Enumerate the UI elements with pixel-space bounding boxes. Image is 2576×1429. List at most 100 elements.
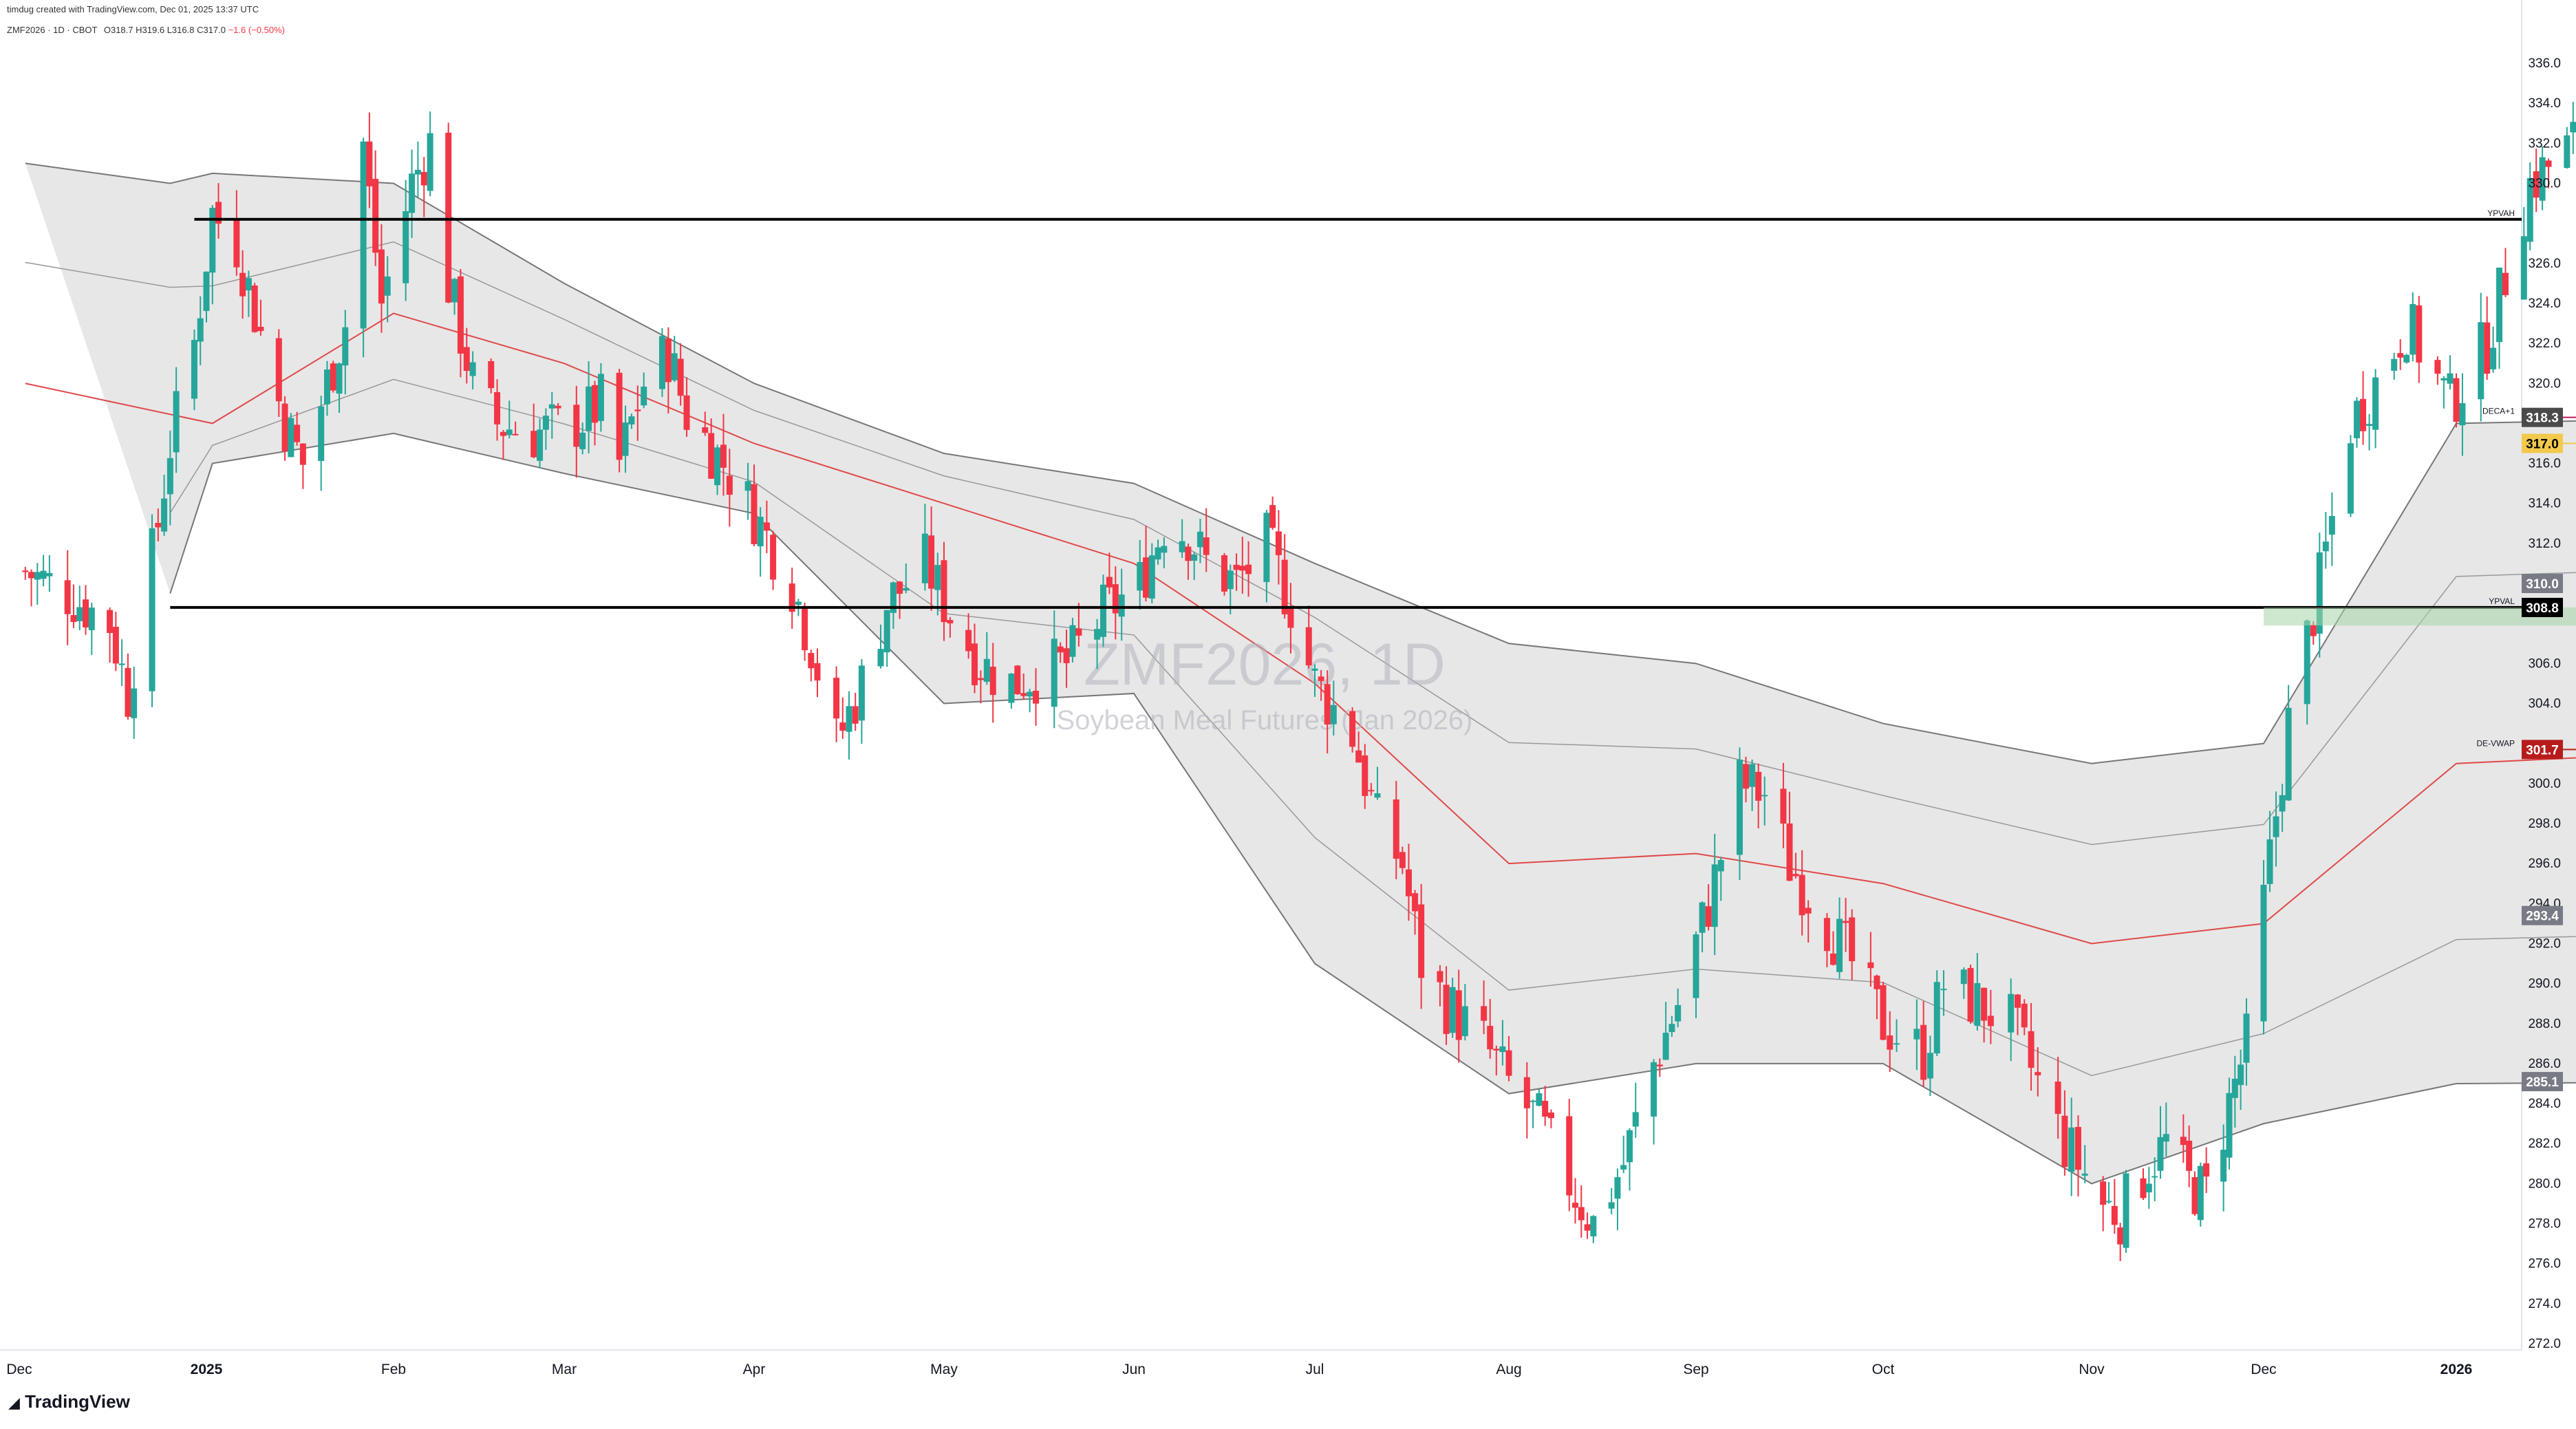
candle xyxy=(616,369,623,473)
candle-body xyxy=(2520,236,2527,300)
candle-body xyxy=(714,447,721,486)
candle-body xyxy=(445,132,452,303)
candle-body xyxy=(34,572,41,580)
candle-body xyxy=(2054,1082,2061,1114)
candle xyxy=(1399,846,1406,874)
candle-body xyxy=(22,570,29,572)
candle-body xyxy=(852,706,859,724)
candle-body xyxy=(1792,874,1799,877)
candle-body xyxy=(1974,982,1981,1026)
candle-body xyxy=(555,405,561,409)
candle xyxy=(384,256,391,323)
y-tick-label: 296.0 xyxy=(2528,857,2561,871)
candle xyxy=(890,581,897,629)
ohlc-bar: ZMF2026 · 1D · CBOT O318.7 H319.6 L316.8… xyxy=(7,25,285,35)
candle xyxy=(330,361,336,393)
candle-body xyxy=(530,431,537,458)
candle-body xyxy=(1967,967,1974,1022)
y-tick-label: 334.0 xyxy=(2528,96,2561,111)
candle xyxy=(757,507,764,577)
candle xyxy=(1736,747,1743,881)
candle-body xyxy=(1693,934,1699,998)
candle xyxy=(983,632,990,685)
tradingview-logo[interactable]: ◢ TradingView xyxy=(8,1391,130,1412)
candle-body xyxy=(972,643,978,685)
candle-body xyxy=(288,418,294,458)
candle-body xyxy=(161,498,168,532)
candle-body xyxy=(1843,921,1849,923)
candle xyxy=(1632,1082,1639,1138)
envelope-lower-line xyxy=(169,432,2576,1185)
candle xyxy=(1584,1212,1591,1239)
candle xyxy=(530,403,537,458)
candle-body xyxy=(634,409,641,411)
candle xyxy=(233,190,240,276)
candle-body xyxy=(1499,1046,1506,1053)
candle-body xyxy=(1057,646,1064,653)
candle-body xyxy=(934,565,941,590)
candle-body xyxy=(1626,1130,1633,1163)
candle xyxy=(1455,969,1462,1063)
candle xyxy=(1374,766,1381,800)
candle xyxy=(2545,158,2552,189)
symbol-info[interactable]: ZMF2026 · 1D · CBOT xyxy=(7,25,98,35)
ohlc-close: C317.0 xyxy=(197,25,226,35)
price-tag-bg xyxy=(2522,740,2563,760)
candle-body xyxy=(318,406,325,462)
candle-body xyxy=(1269,505,1276,528)
candle-body xyxy=(1711,864,1718,927)
candle-body xyxy=(112,627,119,664)
candle-body xyxy=(1736,760,1743,855)
candle xyxy=(1626,1128,1633,1191)
candle-body xyxy=(2197,1165,2204,1221)
candle xyxy=(1063,630,1070,688)
candle xyxy=(191,329,197,411)
candle-body xyxy=(1786,823,1793,881)
candle xyxy=(1874,974,1880,1020)
candle-body xyxy=(1305,627,1312,666)
candle xyxy=(2157,1106,2164,1179)
ohlc-high: H319.6 xyxy=(136,25,165,35)
candle-body xyxy=(76,607,83,621)
candle-body xyxy=(1662,1033,1669,1060)
y-tick-label: 274.0 xyxy=(2528,1297,2561,1311)
candle xyxy=(1027,689,1033,713)
candle-body xyxy=(2409,303,2416,355)
candle xyxy=(1668,1016,1675,1037)
candle xyxy=(555,402,561,416)
candle xyxy=(839,697,846,740)
candle xyxy=(2347,435,2354,517)
candle xyxy=(2478,292,2484,422)
candle xyxy=(2453,373,2460,428)
candle-body xyxy=(2447,373,2454,384)
candle xyxy=(1269,496,1276,530)
candle xyxy=(1987,989,1994,1044)
price-tag-label: 285.1 xyxy=(2526,1075,2559,1090)
candle xyxy=(1275,510,1282,585)
candle-body xyxy=(1920,1024,1927,1080)
candle-body xyxy=(1981,987,1988,1021)
candle xyxy=(665,327,672,413)
candle-body xyxy=(802,607,808,651)
candle-body xyxy=(2180,1137,2187,1146)
envelope-upper-line xyxy=(25,162,2576,764)
candle-body xyxy=(299,443,306,465)
candle-body xyxy=(500,431,506,436)
candle xyxy=(299,443,306,489)
candle xyxy=(131,666,138,739)
candle-body xyxy=(1161,546,1168,553)
candle-body xyxy=(1374,793,1381,798)
candle xyxy=(2360,371,2367,445)
candle xyxy=(88,602,95,655)
price-tag-bg xyxy=(2522,433,2563,453)
candle xyxy=(814,648,821,698)
candle xyxy=(2226,1077,2233,1170)
candle xyxy=(1405,844,1412,921)
candle xyxy=(2391,352,2398,380)
candle xyxy=(808,649,815,682)
candle xyxy=(702,411,709,436)
candle xyxy=(1786,791,1793,881)
level-label: YPVAH xyxy=(2487,208,2515,218)
candle-body xyxy=(2434,360,2441,374)
